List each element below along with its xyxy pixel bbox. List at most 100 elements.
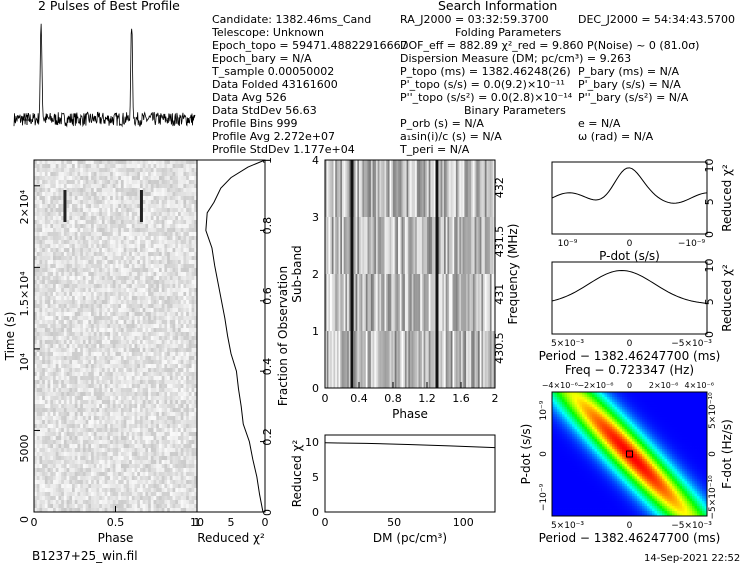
time-phase-cell	[156, 448, 160, 453]
time-phase-cell	[180, 412, 184, 417]
time-phase-cell	[44, 480, 48, 485]
time-phase-cell	[150, 372, 154, 377]
time-phase-cell	[148, 196, 152, 201]
time-phase-cell	[93, 484, 97, 489]
time-phase-cell	[80, 348, 84, 353]
time-phase-cell	[161, 364, 165, 369]
time-phase-cell	[91, 280, 95, 285]
time-phase-cell	[156, 252, 160, 257]
time-phase-cell	[183, 220, 187, 225]
time-phase-cell	[153, 396, 157, 401]
time-phase-cell	[161, 184, 165, 189]
time-phase-cell	[186, 260, 190, 265]
time-phase-cell	[63, 468, 67, 473]
time-phase-cell	[85, 232, 89, 237]
time-phase-cell	[72, 400, 76, 405]
time-phase-cell	[161, 272, 165, 277]
time-phase-cell	[77, 276, 81, 281]
time-phase-cell	[177, 208, 181, 213]
time-phase-cell	[88, 344, 92, 349]
time-phase-cell	[55, 440, 59, 445]
time-phase-cell	[180, 220, 184, 225]
time-phase-cell	[107, 252, 111, 257]
time-phase-cell	[167, 228, 171, 233]
time-phase-cell	[153, 472, 157, 477]
time-phase-cell	[118, 480, 122, 485]
time-phase-cell	[69, 436, 73, 441]
time-phase-cell	[188, 392, 192, 397]
time-phase-cell	[134, 188, 138, 193]
time-phase-cell	[194, 264, 198, 269]
time-phase-cell	[148, 292, 152, 297]
time-phase-cell	[142, 364, 146, 369]
time-phase-cell	[167, 408, 171, 413]
time-phase-cell	[180, 268, 184, 273]
time-phase-cell	[93, 344, 97, 349]
time-phase-cell	[194, 252, 198, 257]
time-phase-cell	[169, 292, 173, 297]
time-phase-cell	[177, 400, 181, 405]
time-phase-cell	[42, 364, 46, 369]
time-phase-cell	[77, 208, 81, 213]
time-phase-cell	[42, 248, 46, 253]
time-phase-cell	[118, 300, 122, 305]
time-phase-cell	[131, 236, 135, 241]
time-phase-cell	[188, 204, 192, 209]
time-phase-cell	[85, 208, 89, 213]
time-phase-cell	[58, 396, 62, 401]
time-phase-cell	[80, 284, 84, 289]
time-phase-cell	[194, 196, 198, 201]
time-phase-cell	[129, 328, 133, 333]
time-phase-cell	[183, 184, 187, 189]
time-phase-cell	[44, 208, 48, 213]
time-phase-cell	[104, 224, 108, 229]
time-phase-cell	[126, 164, 130, 169]
time-phase-cell	[47, 184, 51, 189]
time-phase-cell	[104, 364, 108, 369]
time-phase-cell	[177, 344, 181, 349]
time-phase-cell	[58, 220, 62, 225]
time-phase-cell	[169, 436, 173, 441]
time-phase-cell	[42, 380, 46, 385]
time-phase-cell	[85, 388, 89, 393]
time-phase-cell	[115, 436, 119, 441]
time-phase-cell	[126, 180, 130, 185]
time-phase-cell	[177, 284, 181, 289]
time-phase-cell	[61, 248, 65, 253]
time-phase-cell	[93, 252, 97, 257]
time-phase-cell	[115, 476, 119, 481]
time-phase-cell	[186, 432, 190, 437]
time-phase-cell	[69, 480, 73, 485]
time-phase-cell	[39, 336, 43, 341]
time-phase-cell	[110, 284, 114, 289]
time-phase-cell	[72, 284, 76, 289]
time-phase-cell	[72, 200, 76, 205]
time-phase-cell	[66, 352, 70, 357]
time-phase-cell	[126, 388, 130, 393]
time-phase-cell	[188, 380, 192, 385]
time-phase-cell	[134, 212, 138, 217]
time-phase-cell	[191, 252, 195, 257]
time-phase-cell	[74, 296, 78, 301]
time-phase-cell	[34, 276, 38, 281]
time-phase-cell	[145, 452, 149, 457]
time-phase-cell	[183, 424, 187, 429]
time-phase-cell	[131, 472, 135, 477]
time-phase-cell	[58, 356, 62, 361]
time-phase-cell	[72, 212, 76, 217]
time-phase-cell	[156, 172, 160, 177]
time-phase-cell	[191, 332, 195, 337]
time-phase-cell	[123, 316, 127, 321]
time-phase-cell	[101, 324, 105, 329]
time-phase-cell	[175, 368, 179, 373]
time-phase-cell	[107, 188, 111, 193]
time-phase-cell	[85, 360, 89, 365]
time-phase-cell	[120, 272, 124, 277]
time-phase-cell	[183, 452, 187, 457]
time-phase-cell	[101, 484, 105, 489]
time-phase-cell	[145, 356, 149, 361]
time-phase-cell	[183, 344, 187, 349]
time-phase-cell	[88, 196, 92, 201]
time-phase-cell	[63, 296, 67, 301]
time-phase-cell	[53, 300, 57, 305]
